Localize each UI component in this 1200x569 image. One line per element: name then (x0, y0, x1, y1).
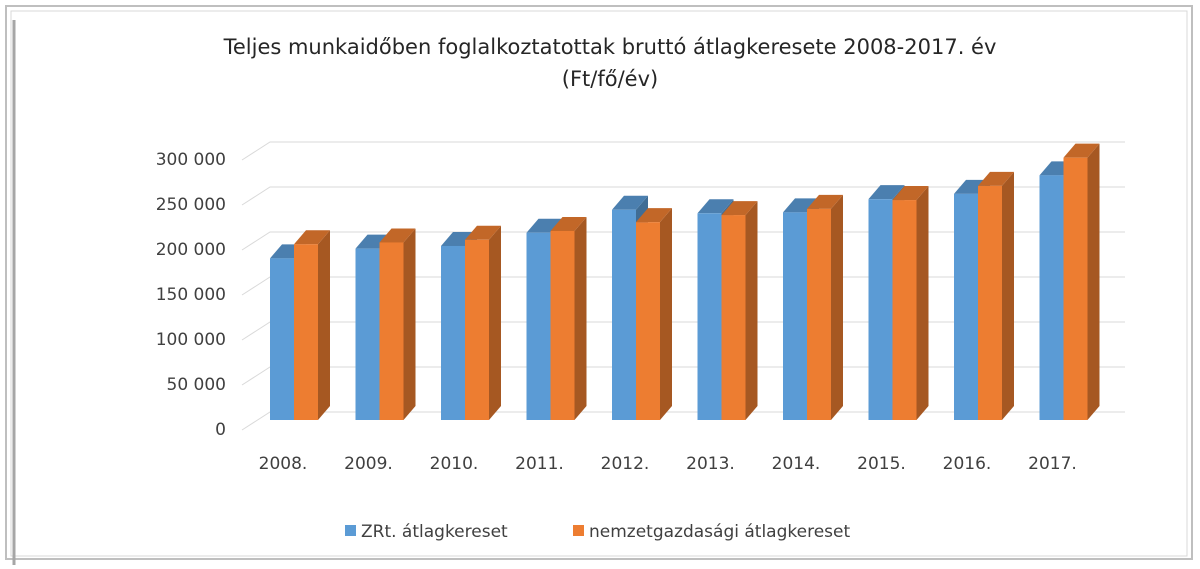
x-tick-label: 2012. (601, 454, 650, 474)
bar-front (868, 199, 893, 420)
bar-top (868, 185, 905, 200)
y-tick-label: 150 000 (156, 285, 226, 305)
bar-top (636, 208, 672, 223)
bar (636, 208, 672, 420)
y-tick-label: 250 000 (156, 195, 226, 215)
bar-side (745, 201, 758, 420)
bar (294, 230, 330, 420)
bar-top (379, 228, 416, 243)
bar-side (916, 186, 929, 420)
x-tick-label: 2010. (430, 454, 479, 474)
legend-swatch (345, 525, 356, 536)
legend-label: ZRt. átlagkereset (361, 522, 508, 542)
bar-front (697, 213, 722, 420)
y-tick-label: 0 (215, 420, 226, 440)
x-tick-label: 2008. (259, 454, 308, 474)
bar-front (954, 193, 978, 420)
bar-front (783, 212, 807, 420)
chart-title: Teljes munkaidőben foglalkoztatottak bru… (223, 35, 997, 59)
bar-front (550, 230, 575, 420)
bar-top (550, 216, 587, 231)
bar (550, 216, 587, 420)
bar-front (465, 239, 489, 420)
x-tick-label: 2013. (686, 454, 735, 474)
bar (1063, 143, 1100, 420)
bar-front (526, 232, 551, 420)
bar-side (660, 208, 672, 420)
bar-front (270, 258, 294, 420)
bar-top (612, 195, 648, 210)
bar-top (1063, 143, 1100, 158)
bar-side (489, 225, 501, 420)
x-tick-label: 2015. (857, 454, 906, 474)
frame (5, 5, 1193, 560)
x-tick-label: 2011. (515, 454, 564, 474)
bar-front (807, 208, 831, 420)
bar-side (574, 216, 587, 420)
bar-front (892, 200, 917, 420)
bar-front (355, 248, 380, 420)
bar-side (1002, 171, 1014, 420)
chart-subtitle: (Ft/fő/év) (562, 67, 658, 91)
bar-top (697, 199, 734, 214)
bar (892, 186, 929, 420)
bar-top (465, 225, 501, 240)
legend-swatch (573, 525, 584, 536)
legend-label: nemzetgazdasági átlagkereset (589, 522, 850, 542)
bar-front (721, 215, 746, 420)
bar-front (612, 209, 636, 420)
bar-top (721, 201, 758, 216)
x-tick-label: 2017. (1028, 454, 1077, 474)
x-tick-label: 2016. (943, 454, 992, 474)
x-tick-label: 2014. (772, 454, 821, 474)
bar-front (379, 242, 404, 420)
bar (379, 228, 416, 420)
y-tick-label: 100 000 (156, 330, 226, 350)
bar-side (318, 230, 330, 420)
bar-front (1063, 157, 1088, 420)
y-tick-label: 200 000 (156, 240, 226, 260)
bar-top (978, 171, 1014, 186)
bar-side (1087, 143, 1100, 420)
bar (465, 225, 501, 420)
bar (978, 171, 1014, 420)
bar-side (403, 228, 416, 420)
frame-inner (10, 10, 1188, 557)
x-tick-label: 2009. (344, 454, 393, 474)
bar-front (978, 185, 1002, 420)
bar-top (294, 230, 330, 245)
y-tick-label: 50 000 (167, 375, 226, 395)
bar-front (441, 245, 465, 420)
bar-front (636, 222, 660, 420)
bar (807, 194, 843, 420)
bar-front (1039, 175, 1064, 420)
bar-side (831, 194, 843, 420)
bar-front (294, 244, 318, 420)
bar (721, 201, 758, 420)
bar-top (892, 186, 929, 201)
y-tick-label: 300 000 (156, 150, 226, 170)
grid-line (241, 141, 1125, 161)
bar-top (807, 194, 843, 209)
grid-line (241, 186, 1125, 206)
